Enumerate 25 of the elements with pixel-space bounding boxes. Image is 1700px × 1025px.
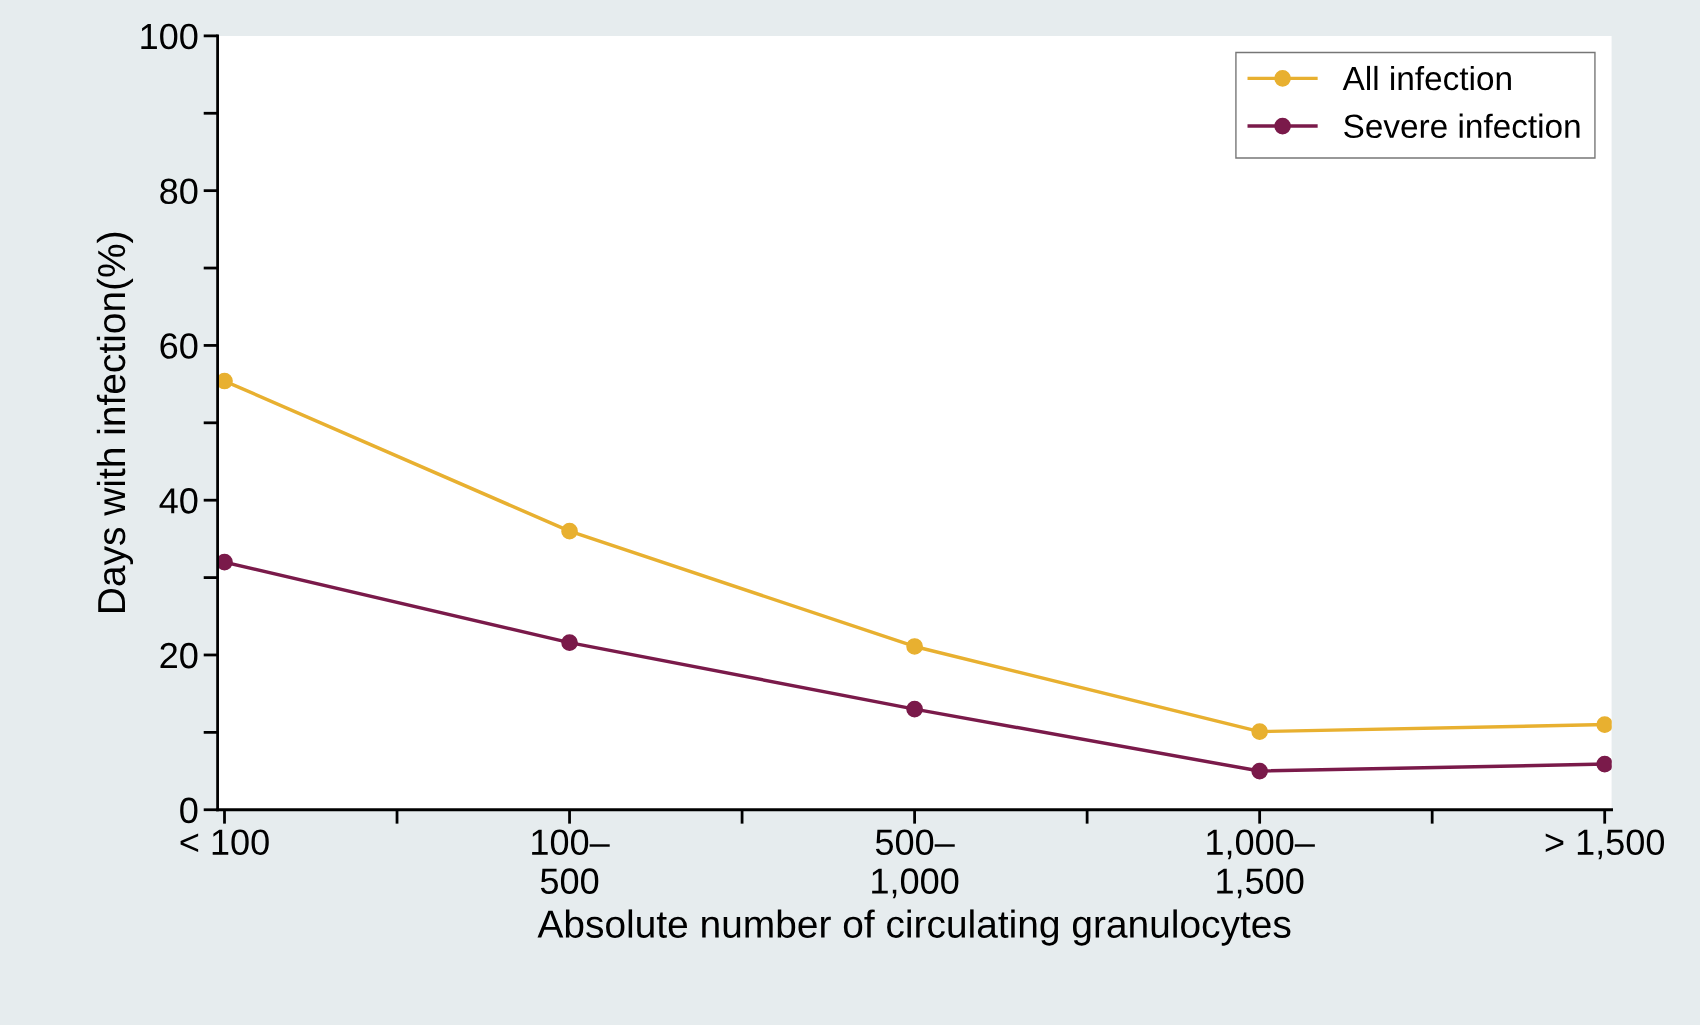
point — [1251, 723, 1268, 740]
point — [1596, 716, 1612, 733]
point — [217, 372, 233, 390]
y-tick-label: 80 — [160, 178, 198, 205]
x-tick-label: > 1,500 — [1545, 829, 1665, 860]
x-axis-title: Absolute number of circulating granulocytes — [537, 909, 1291, 946]
y-axis-title: Days with infection(%) — [96, 232, 134, 612]
point — [561, 522, 578, 540]
legend-label: Severe infection — [1344, 113, 1580, 139]
y-tick-label: 20 — [160, 642, 198, 669]
point — [1596, 755, 1612, 773]
point — [561, 634, 578, 651]
point — [217, 553, 233, 571]
y-tick-label: 0 — [180, 797, 198, 824]
y-tick-label: 40 — [159, 488, 198, 514]
y-tick-label: 60 — [160, 333, 198, 359]
y-tick-label: 100 — [141, 23, 198, 50]
point — [1251, 762, 1268, 780]
x-tick-label: 1,000– 1,500 — [1207, 829, 1315, 899]
legend-label: All infection — [1342, 65, 1511, 91]
x-tick-label: 500– 1,000 — [872, 829, 959, 899]
x-tick-label: < 100 — [180, 829, 269, 856]
x-tick-label: 100– 500 — [532, 829, 610, 894]
point — [906, 638, 923, 655]
point — [906, 700, 923, 718]
